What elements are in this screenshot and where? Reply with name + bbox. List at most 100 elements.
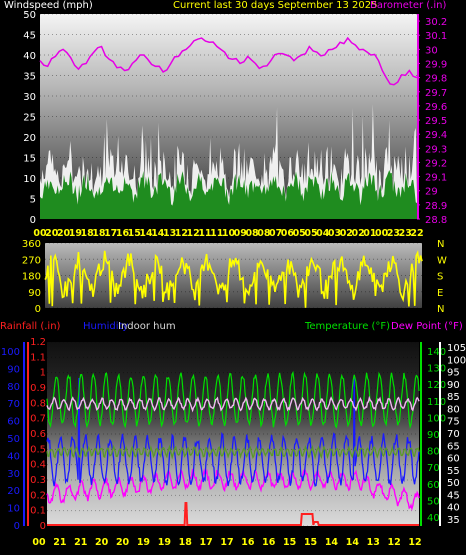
- x-tick-label: 11: [210, 228, 223, 239]
- x-tick-label: 15: [283, 537, 296, 548]
- x-tick-label: 11: [198, 228, 211, 239]
- dew-point-tick: 105: [447, 343, 466, 354]
- x-tick-label: 20: [95, 537, 109, 548]
- rainfall-axis-label: Rainfall (.in): [0, 321, 61, 332]
- windspeed-tick: 45: [23, 31, 36, 42]
- x-tick-label: 13: [367, 537, 380, 548]
- direction-tick: 180: [22, 272, 41, 283]
- dew-point-tick: 50: [447, 478, 460, 489]
- x-tick-label: 13: [163, 228, 176, 239]
- climate-panel-bg: [47, 342, 419, 526]
- x-tick-label: 06: [281, 228, 295, 239]
- barometer-tick: 29.1: [425, 173, 447, 184]
- barometer-tick: 30: [425, 45, 438, 56]
- compass-label: N: [437, 239, 444, 250]
- x-tick-label: 04: [316, 228, 330, 239]
- dew-point-axis-label: Dew Point (°F): [391, 321, 463, 332]
- indoor-temp-series: [46, 395, 420, 413]
- x-tick-label: 14: [151, 228, 165, 239]
- compass-label: S: [437, 272, 443, 283]
- temperature-tick: 50: [427, 496, 440, 507]
- x-tick-label: 12: [187, 228, 200, 239]
- dew-point-tick: 85: [447, 392, 460, 403]
- barometer-tick: 28.9: [425, 201, 447, 212]
- windspeed-axis-label: Windspeed (mph): [4, 0, 93, 11]
- rainfall-tick: 1.1: [30, 352, 46, 363]
- rainfall-series: [47, 502, 419, 526]
- x-tick-label: 14: [346, 537, 360, 548]
- temperature-tick: 90: [427, 430, 440, 441]
- x-tick-label: 14: [325, 537, 339, 548]
- temperature-tick: 60: [427, 480, 440, 491]
- x-tick-label: 08: [245, 228, 259, 239]
- x-tick-label: 12: [387, 537, 400, 548]
- windspeed-tick: 25: [23, 113, 36, 124]
- temperature-tick: 40: [427, 513, 440, 524]
- windspeed-tick: 50: [23, 10, 36, 21]
- x-tick-label: 16: [116, 228, 130, 239]
- humidity-tick: 20: [7, 486, 20, 497]
- indoor-hum-series: [46, 444, 420, 460]
- x-tick-label: 02: [340, 228, 353, 239]
- barometer-tick: 29.7: [425, 88, 447, 99]
- temperature-series: [46, 370, 420, 430]
- x-tick-label: 19: [69, 228, 82, 239]
- compass-label: E: [437, 288, 443, 299]
- x-tick-label: 18: [81, 228, 95, 239]
- rainfall-tick: 0: [40, 521, 46, 532]
- barometer-tick: 30.2: [425, 17, 447, 28]
- rainfall-tick: 0.2: [30, 490, 46, 501]
- x-tick-label: 02: [351, 228, 364, 239]
- temperature-tick: 80: [427, 447, 440, 458]
- x-tick-label: 15: [304, 537, 317, 548]
- x-tick-label: 17: [104, 228, 117, 239]
- x-tick-label: 21: [74, 537, 87, 548]
- x-tick-label: 17: [220, 537, 233, 548]
- dew-point-tick: 70: [447, 429, 460, 440]
- x-tick-label: 12: [408, 537, 421, 548]
- barometer-series: [39, 36, 418, 86]
- temperature-tick: 140: [427, 347, 446, 358]
- dew-point-tick: 95: [447, 368, 460, 379]
- temperature-tick: 110: [427, 397, 446, 408]
- x-tick-label: 00: [375, 228, 389, 239]
- humidity-tick: 90: [7, 364, 20, 375]
- x-tick-label: 17: [199, 537, 212, 548]
- rainfall-tick: 0.6: [30, 429, 46, 440]
- x-tick-label: 00: [33, 228, 47, 239]
- dew-point-tick: 35: [447, 515, 460, 526]
- dew-point-tick: 65: [447, 441, 460, 452]
- x-tick-label: 18: [92, 228, 106, 239]
- x-tick-label: 20: [45, 228, 59, 239]
- x-tick-label: 05: [304, 228, 317, 239]
- dew-point-tick: 45: [447, 490, 460, 501]
- rainfall-tick: 1.2: [30, 337, 46, 348]
- x-tick-label: 21: [53, 537, 66, 548]
- x-tick-label: 08: [257, 228, 271, 239]
- barometer-tick: 29.8: [425, 74, 447, 85]
- windspeed-tick: 40: [23, 51, 36, 62]
- rainfall-tick: 0.7: [30, 414, 46, 425]
- wind-direction-series: [44, 250, 423, 308]
- x-tick-label: 19: [158, 537, 171, 548]
- humidity-tick: 10: [7, 504, 20, 515]
- x-tick-label: 22: [410, 228, 423, 239]
- dew-point-tick: 80: [447, 404, 460, 415]
- rainfall-tick: 0.4: [30, 460, 46, 471]
- x-tick-label: 14: [139, 228, 153, 239]
- x-tick-label: 15: [128, 228, 141, 239]
- x-tick-label: 23: [399, 228, 412, 239]
- humidity-tick: 40: [7, 451, 20, 462]
- windspeed-tick: 20: [23, 133, 36, 144]
- humidity-tick: 100: [1, 347, 20, 358]
- x-tick-label: 00: [32, 537, 46, 548]
- x-tick-label: 01: [363, 228, 376, 239]
- x-tick-label: 05: [293, 228, 306, 239]
- windspeed-tick: 0: [30, 215, 36, 226]
- humidity-tick: 60: [7, 417, 20, 428]
- dew-point-tick: 100: [447, 355, 466, 366]
- barometer-tick: 28.8: [425, 215, 447, 226]
- x-tick-label: 16: [241, 537, 255, 548]
- barometer-tick: 30.1: [425, 31, 447, 42]
- windspeed-tick: 15: [23, 154, 36, 165]
